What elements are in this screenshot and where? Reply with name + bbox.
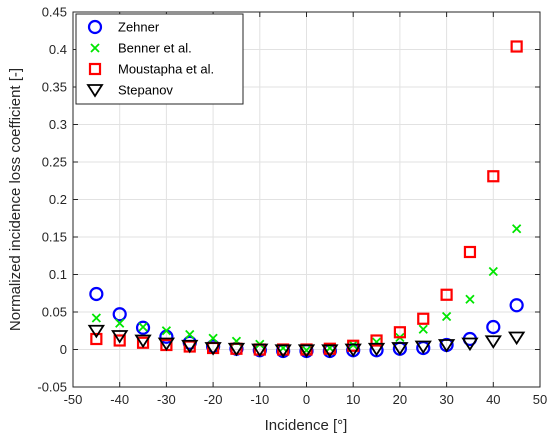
x-tick-label: 40 bbox=[486, 392, 500, 407]
data-point bbox=[135, 320, 151, 335]
legend: Zehner Benner et al. Moustapha et al. Stepa… bbox=[75, 13, 244, 105]
x-tick-label: 20 bbox=[393, 392, 407, 407]
y-tick-label: 0.3 bbox=[49, 117, 67, 132]
data-point bbox=[91, 313, 101, 323]
series-4 bbox=[87, 324, 526, 358]
data-point bbox=[227, 342, 246, 357]
data-point bbox=[161, 326, 172, 336]
x-tick-label: 0 bbox=[303, 392, 310, 407]
x-tick-label: -30 bbox=[157, 392, 176, 407]
legend-label: Benner et al. bbox=[118, 41, 192, 56]
x-tick-label: 50 bbox=[533, 392, 547, 407]
data-point bbox=[488, 266, 498, 277]
data-point bbox=[251, 343, 269, 358]
data-point bbox=[370, 334, 383, 347]
data-point bbox=[87, 324, 105, 339]
legend-marker bbox=[90, 43, 100, 53]
legend-marker bbox=[87, 19, 103, 35]
data-point bbox=[414, 340, 432, 355]
data-point bbox=[486, 319, 501, 335]
data-point bbox=[344, 343, 362, 358]
series-layer bbox=[87, 40, 526, 359]
data-point bbox=[297, 344, 316, 358]
data-point bbox=[417, 312, 430, 325]
data-point bbox=[138, 322, 148, 332]
legend-box bbox=[75, 13, 244, 105]
data-point bbox=[441, 311, 452, 322]
data-point bbox=[112, 307, 127, 322]
data-point bbox=[391, 342, 409, 356]
data-point bbox=[440, 288, 453, 301]
data-point bbox=[321, 344, 339, 358]
data-point bbox=[134, 334, 152, 349]
y-axis-label: Normalized incidence loss coefficient [-… bbox=[7, 68, 24, 331]
data-point bbox=[181, 339, 199, 354]
data-point bbox=[508, 331, 526, 346]
data-point bbox=[157, 337, 176, 352]
legend-marker bbox=[88, 62, 102, 76]
y-tick-label: 0.4 bbox=[49, 42, 67, 57]
data-point bbox=[437, 339, 456, 353]
y-tick-label: 0.45 bbox=[42, 5, 67, 20]
data-point bbox=[510, 40, 523, 53]
y-tick-label: 0.05 bbox=[42, 305, 67, 320]
data-point bbox=[487, 170, 500, 183]
data-point bbox=[367, 342, 386, 357]
x-tick-label: -10 bbox=[250, 392, 269, 407]
data-point bbox=[393, 326, 406, 339]
data-point bbox=[509, 298, 524, 313]
data-point bbox=[463, 245, 477, 259]
legend-label: Zehner bbox=[118, 20, 160, 35]
x-tick-label: -50 bbox=[64, 392, 83, 407]
y-tick-label: 0 bbox=[60, 342, 67, 357]
data-point bbox=[484, 335, 502, 349]
data-point bbox=[461, 337, 479, 352]
x-tick-label: -40 bbox=[110, 392, 129, 407]
data-point bbox=[89, 286, 104, 302]
y-tick-label: 0.1 bbox=[49, 267, 67, 282]
x-axis-label: Incidence [°] bbox=[265, 417, 348, 434]
data-point bbox=[512, 224, 522, 234]
data-point bbox=[465, 294, 475, 304]
data-point bbox=[111, 330, 129, 344]
data-point bbox=[90, 332, 103, 346]
x-tick-label: 30 bbox=[439, 392, 453, 407]
y-tick-label: 0.2 bbox=[49, 192, 67, 207]
data-point bbox=[208, 333, 218, 343]
data-point bbox=[115, 318, 125, 328]
legend-label: Moustapha et al. bbox=[118, 62, 214, 77]
data-point bbox=[113, 334, 126, 347]
data-point bbox=[204, 342, 222, 356]
data-point bbox=[347, 339, 360, 352]
tick-labels: -50 -40 -30 -20 -10 0 10 20 30 40 50 -0.05 0 0.05 0.1 0… bbox=[37, 5, 547, 408]
data-point bbox=[274, 344, 292, 358]
legend-marker bbox=[86, 84, 104, 98]
data-point bbox=[185, 329, 195, 340]
y-tick-label: 0.25 bbox=[42, 155, 67, 170]
data-point bbox=[418, 324, 428, 334]
x-tick-label: -20 bbox=[204, 392, 223, 407]
y-tick-label: 0.15 bbox=[42, 230, 67, 245]
x-tick-label: 10 bbox=[346, 392, 360, 407]
legend-label: Stepanov bbox=[118, 83, 173, 98]
y-tick-label: -0.05 bbox=[37, 380, 67, 395]
y-tick-label: 0.35 bbox=[42, 80, 67, 95]
